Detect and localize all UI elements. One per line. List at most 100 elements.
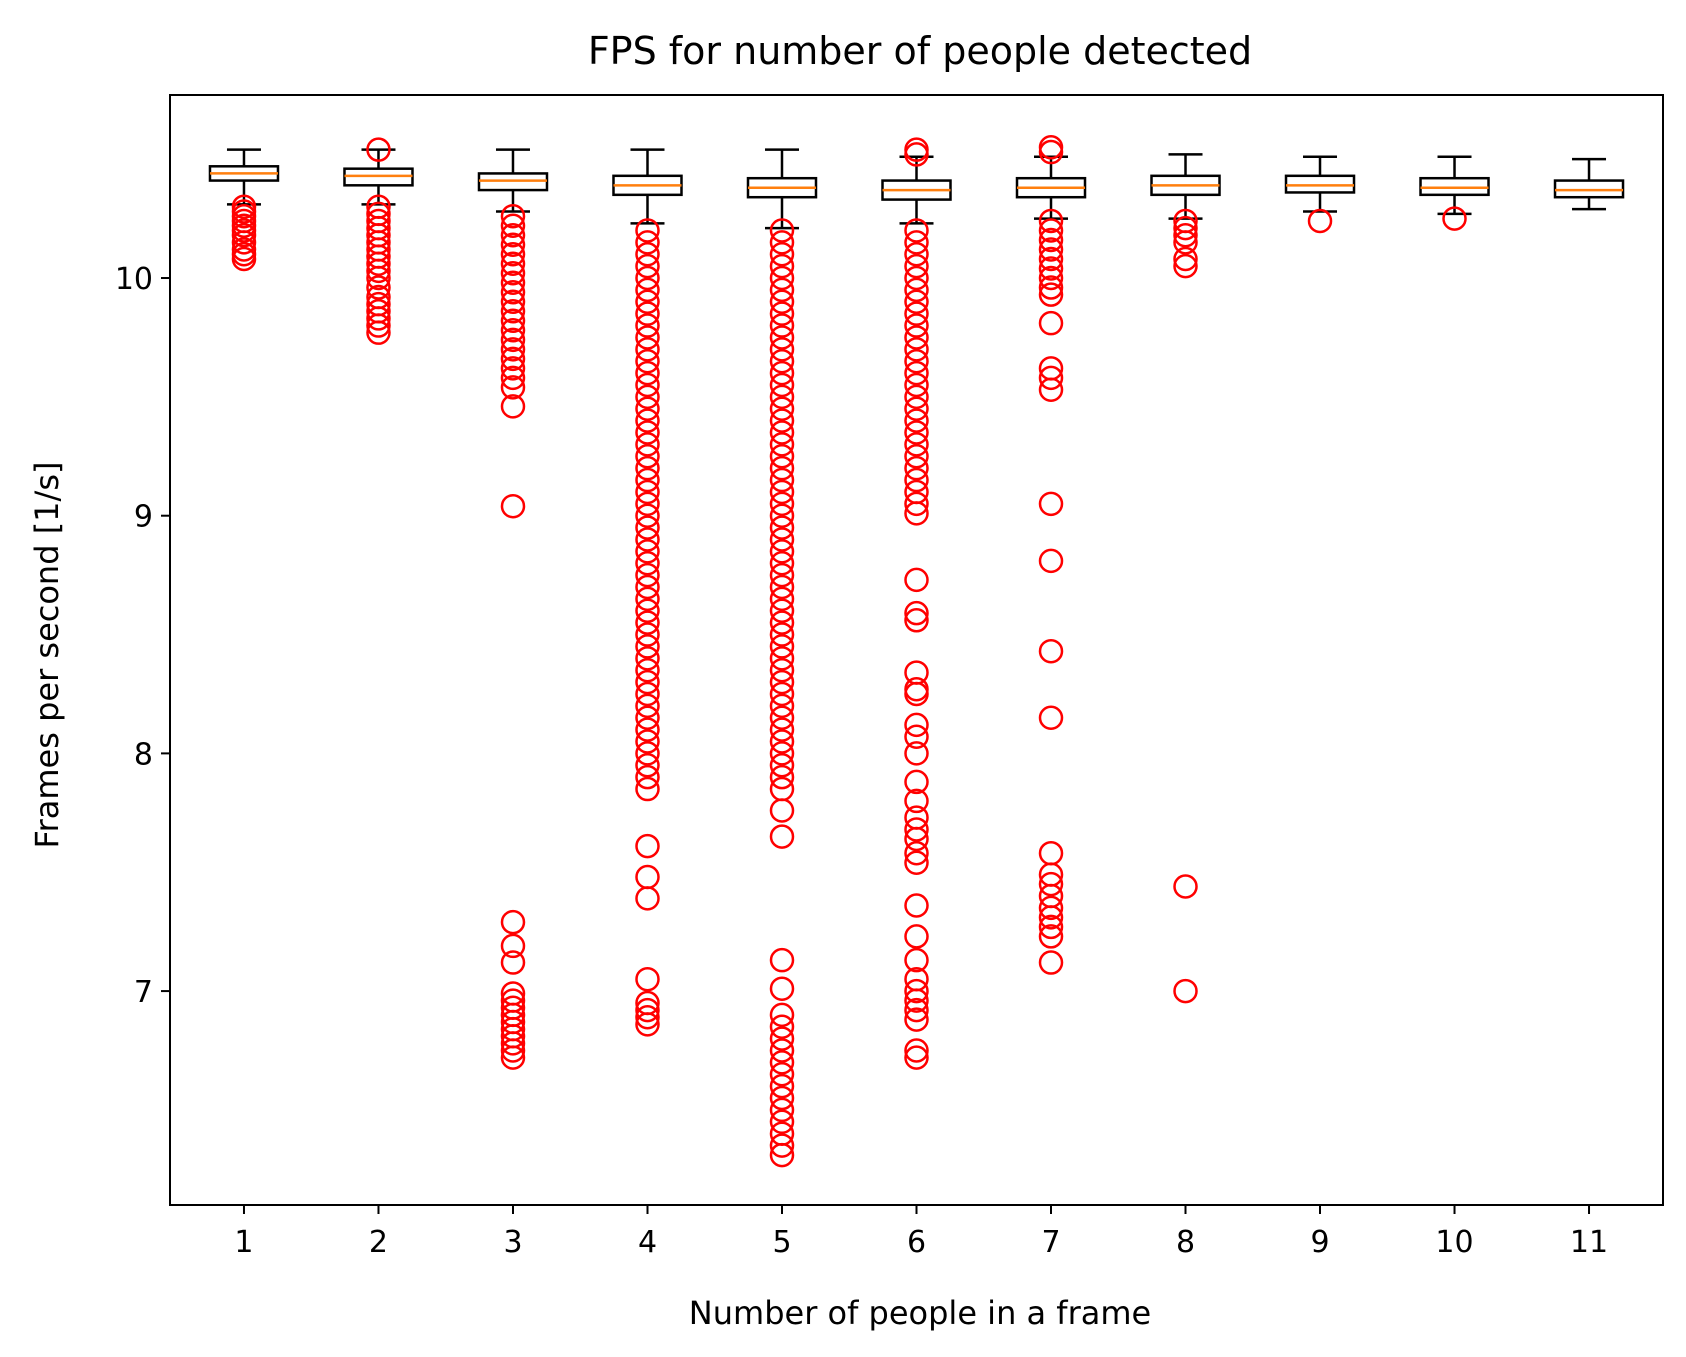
outlier-point bbox=[769, 824, 795, 849]
outlier-point bbox=[366, 275, 391, 300]
outlier-point bbox=[500, 346, 526, 372]
outlier-point bbox=[904, 432, 929, 457]
chart-title: FPS for number of people detected bbox=[588, 29, 1252, 73]
outlier-point bbox=[635, 764, 660, 790]
outlier-point bbox=[769, 693, 795, 719]
outlier-point bbox=[500, 493, 526, 519]
outlier-point bbox=[769, 313, 795, 338]
outlier-point bbox=[769, 348, 795, 374]
x-tick-label: 9 bbox=[1310, 1225, 1329, 1260]
outlier-point bbox=[635, 313, 660, 338]
outlier-point bbox=[769, 230, 795, 255]
outlier-point bbox=[635, 491, 660, 517]
outlier-point bbox=[500, 308, 526, 334]
outlier-point bbox=[904, 218, 929, 243]
outlier-point bbox=[1038, 282, 1064, 307]
outlier-point bbox=[769, 301, 795, 326]
outlier-point bbox=[635, 325, 660, 350]
outlier-point bbox=[1038, 914, 1064, 940]
box-group-6 bbox=[881, 137, 952, 1070]
outlier-point bbox=[635, 408, 660, 433]
outlier-point bbox=[635, 574, 660, 600]
outlier-point bbox=[904, 313, 929, 338]
outlier-point bbox=[769, 657, 795, 683]
box-group-7 bbox=[1015, 135, 1087, 975]
outlier-point bbox=[904, 724, 929, 750]
outlier-point bbox=[366, 284, 391, 310]
outlier-point bbox=[635, 646, 660, 671]
outlier-point bbox=[635, 277, 660, 303]
outlier-point bbox=[1038, 365, 1064, 391]
outlier-point bbox=[500, 318, 526, 343]
outlier-point bbox=[1173, 253, 1198, 279]
outlier-point bbox=[769, 360, 795, 386]
y-axis-label: Frames per second [1/s] bbox=[28, 462, 66, 849]
y-tick-label: 9 bbox=[134, 500, 153, 535]
outlier-point bbox=[500, 232, 526, 257]
outlier-point bbox=[769, 646, 795, 671]
outlier-point bbox=[635, 515, 660, 540]
outlier-point bbox=[904, 265, 929, 291]
outlier-point bbox=[1038, 237, 1064, 262]
outlier-point bbox=[635, 455, 660, 481]
outlier-point bbox=[635, 503, 660, 528]
outlier-point bbox=[1038, 705, 1064, 730]
outlier-point bbox=[500, 280, 526, 305]
outlier-point bbox=[1173, 208, 1198, 234]
outlier-point bbox=[1173, 215, 1198, 241]
outlier-point bbox=[769, 574, 795, 600]
outlier-point bbox=[904, 608, 929, 633]
outlier-point bbox=[904, 408, 929, 433]
outlier-point bbox=[635, 753, 660, 778]
outlier-point bbox=[769, 491, 795, 517]
outlier-point bbox=[1038, 840, 1064, 866]
outlier-point bbox=[635, 289, 660, 315]
outlier-point bbox=[500, 356, 526, 381]
outlier-point bbox=[635, 717, 660, 742]
outlier-point bbox=[635, 705, 660, 730]
outlier-point bbox=[635, 657, 660, 683]
outlier-point bbox=[635, 741, 660, 766]
outlier-point bbox=[904, 1045, 929, 1070]
outlier-point bbox=[635, 610, 660, 635]
outlier-point bbox=[904, 600, 929, 626]
outlier-point bbox=[1038, 227, 1064, 253]
outlier-point bbox=[904, 893, 929, 918]
outlier-point bbox=[769, 741, 795, 766]
outlier-point bbox=[500, 375, 526, 400]
outlier-point bbox=[769, 325, 795, 350]
outlier-point bbox=[904, 997, 929, 1023]
outlier-point bbox=[500, 995, 526, 1020]
box-group-4 bbox=[612, 148, 683, 1037]
outlier-point bbox=[904, 396, 929, 421]
outlier-point bbox=[1173, 978, 1198, 1004]
outlier-point bbox=[769, 444, 795, 469]
outlier-point bbox=[904, 420, 929, 445]
outlier-point bbox=[904, 253, 929, 279]
box-group-2 bbox=[343, 137, 414, 345]
outlier-point bbox=[769, 242, 795, 267]
x-tick-label: 7 bbox=[1041, 1225, 1060, 1260]
x-tick-label: 11 bbox=[1570, 1225, 1608, 1260]
outlier-point bbox=[769, 669, 795, 695]
outlier-point bbox=[904, 850, 929, 875]
outlier-point bbox=[500, 289, 526, 315]
outlier-point bbox=[366, 208, 391, 234]
outlier-point bbox=[904, 947, 929, 973]
x-axis-label: Number of people in a frame bbox=[689, 1294, 1151, 1332]
plot-area bbox=[208, 135, 1625, 1168]
outlier-point bbox=[769, 479, 795, 505]
outlier-point bbox=[769, 539, 795, 564]
box-group-11 bbox=[1553, 157, 1625, 211]
outlier-point bbox=[904, 360, 929, 386]
outlier-point bbox=[904, 289, 929, 315]
outlier-point bbox=[1038, 871, 1064, 897]
outlier-point bbox=[769, 1038, 795, 1063]
outlier-point bbox=[769, 396, 795, 421]
outlier-point bbox=[769, 610, 795, 635]
outlier-point bbox=[904, 467, 929, 493]
outlier-point bbox=[1038, 265, 1064, 291]
outlier-point bbox=[904, 137, 929, 162]
box-group-1 bbox=[208, 148, 280, 272]
